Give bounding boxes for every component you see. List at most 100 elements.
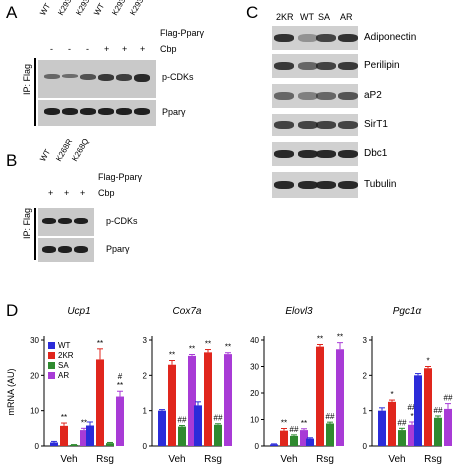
panel-d-charts: mRNA (AU)Ucp10102030****Veh**#**RsgCox7a… <box>6 306 453 465</box>
chart-3-bar-AR-Veh <box>408 424 416 446</box>
panel-a-sign-1: - <box>68 44 71 54</box>
chart-3-bar-2KR-Veh <box>388 401 396 446</box>
panel-c-band-0-0 <box>274 34 294 42</box>
chart-3-annot-SA-Rsg-0: ## <box>434 406 443 415</box>
legend-swatch-SA <box>48 362 55 369</box>
panel-a-cbp-label: Cbp <box>160 44 177 54</box>
chart-1-ytick-label-2: 2 <box>143 371 148 380</box>
chart-0-bar-AR-Veh <box>80 430 88 446</box>
panel-c-band-2-1 <box>298 92 318 100</box>
chart-1-annot-SA-Rsg-0: ## <box>214 414 223 423</box>
chart-1-title: Cox7a <box>173 306 202 317</box>
chart-3-annot-AR-Veh-1: * <box>410 412 413 421</box>
panel-c-band-5-2 <box>316 181 336 189</box>
panel-c-band-4-1 <box>298 150 318 158</box>
panel-c-band-0-3 <box>338 34 358 42</box>
panel-c-band-1-0 <box>274 62 294 70</box>
chart-2-bar-2KR-Rsg <box>316 346 324 446</box>
chart-0-annot-AR-Rsg-1: ** <box>117 381 123 390</box>
chart-1-bar-WT-Rsg <box>194 405 202 446</box>
chart-2-bar-AR-Rsg <box>336 349 344 446</box>
panel-b-band-pcdk-1 <box>58 218 72 224</box>
panel-c-label: C <box>246 3 259 22</box>
panel-b-band-ppar-1 <box>58 246 72 253</box>
chart-2-ytick-label-4: 40 <box>250 336 259 345</box>
panel-c-lane-2: SA <box>318 12 331 22</box>
panel-a-band-ppar-2 <box>80 108 96 115</box>
legend-swatch-2KR <box>48 352 55 359</box>
panel-c-band-3-0 <box>274 121 294 129</box>
chart-2-ytick-label-0: 0 <box>255 442 260 451</box>
panel-b-sign-1: + <box>64 188 70 198</box>
panel-c-band-2-0 <box>274 92 294 100</box>
panel-b-blot-label-ppar: Pparγ <box>106 244 130 254</box>
panel-c-blot-label-0: Adiponectin <box>364 32 417 43</box>
panel-c-blot-label-1: Perilipin <box>364 60 400 71</box>
panel-b-lane-0: WT <box>38 147 53 163</box>
legend-label-SA: SA <box>58 361 69 370</box>
chart-1-xtick-0: Veh <box>168 454 185 465</box>
panel-a-band-pcdk-4 <box>116 74 132 81</box>
chart-1-bar-WT-Veh <box>158 410 166 446</box>
chart-2-annot-AR-Rsg-0: ** <box>337 333 343 342</box>
chart-1-annot-2KR-Rsg-0: ** <box>205 340 211 349</box>
panel-b-band-pcdk-2 <box>74 218 88 224</box>
chart-0-annot-2KR-Veh-0: ** <box>61 413 67 422</box>
chart-3-annot-SA-Veh-0: ## <box>398 418 407 427</box>
panel-c-blot-label-2: aP2 <box>364 90 382 101</box>
panel-a-sign-4: + <box>122 44 128 54</box>
panel-c-band-4-3 <box>338 150 358 158</box>
panel-a-lane-4: K293R <box>110 0 131 17</box>
chart-3-ytick-label-0: 0 <box>363 442 368 451</box>
panel-b-ip-label-wrap: IP: Flag <box>22 208 32 260</box>
chart-1-annot-SA-Veh-0: ## <box>178 416 187 425</box>
panel-c-band-3-2 <box>316 121 336 129</box>
legend-swatch-WT <box>48 342 55 349</box>
chart-0-bar-WT-Rsg <box>86 425 94 446</box>
chart-1-bar-AR-Rsg <box>224 354 232 446</box>
panel-a-ip-label-wrap: IP: Flag <box>22 64 32 124</box>
chart-3-bar-WT-Rsg <box>414 375 422 446</box>
panel-a-construct-label: Flag-Pparγ <box>160 28 205 38</box>
chart-0-bar-2KR-Rsg <box>96 359 104 446</box>
panel-c-band-5-1 <box>298 181 318 189</box>
chart-3-bar-2KR-Rsg <box>424 368 432 446</box>
panel-a-band-pcdk-3 <box>98 74 114 81</box>
chart-2-ytick-label-3: 30 <box>250 363 259 372</box>
panel-c-band-2-3 <box>338 92 358 100</box>
panel-a-band-ppar-4 <box>116 108 132 115</box>
chart-3-ytick-label-3: 3 <box>363 336 368 345</box>
panel-b-label: B <box>6 151 18 170</box>
chart-2-bar-WT-Rsg <box>306 438 314 446</box>
chart-2-bar-AR-Veh <box>300 430 308 446</box>
panel-b-blot-label-pcdk: p-CDKs <box>106 216 138 226</box>
panel-c-band-5-3 <box>338 181 358 189</box>
chart-3-bar-WT-Veh <box>378 410 386 446</box>
panel-c-band-3-1 <box>298 121 318 129</box>
chart-2-ytick-label-1: 10 <box>250 416 259 425</box>
chart-2-annot-SA-Rsg-0: ## <box>326 412 335 421</box>
chart-1-bar-AR-Veh <box>188 355 196 446</box>
panel-a-band-pcdk-2 <box>80 74 96 80</box>
panel-b-sign-2: + <box>80 188 86 198</box>
chart-3-annot-2KR-Rsg-0: * <box>426 357 429 366</box>
panel-a-lane-2: K293Q <box>74 0 95 18</box>
chart-0-bar-SA-Rsg <box>106 443 114 446</box>
chart-2-bar-SA-Veh <box>290 435 298 446</box>
chart-3-bar-AR-Rsg <box>444 408 452 446</box>
panel-c-band-5-0 <box>274 181 294 189</box>
panel-a-blot-label-ppar: Pparγ <box>162 107 186 117</box>
legend-swatch-AR <box>48 372 55 379</box>
chart-0-bar-2KR-Veh <box>60 425 68 446</box>
panel-c-band-1-3 <box>338 62 358 70</box>
chart-0-ytick-label-0: 0 <box>35 442 40 451</box>
chart-3-ytick-label-2: 2 <box>363 371 368 380</box>
panel-a-sign-3: + <box>104 44 110 54</box>
panel-a-ip-label: IP: Flag <box>22 64 32 96</box>
chart-2-annot-2KR-Rsg-0: ** <box>317 335 323 344</box>
chart-1-ytick-label-1: 1 <box>143 407 148 416</box>
panel-b-construct-label: Flag-Pparγ <box>98 172 143 182</box>
panel-b-ip-label: IP: Flag <box>22 208 32 240</box>
panel-a-band-ppar-3 <box>98 108 114 115</box>
chart-0-bar-AR-Rsg <box>116 396 124 446</box>
